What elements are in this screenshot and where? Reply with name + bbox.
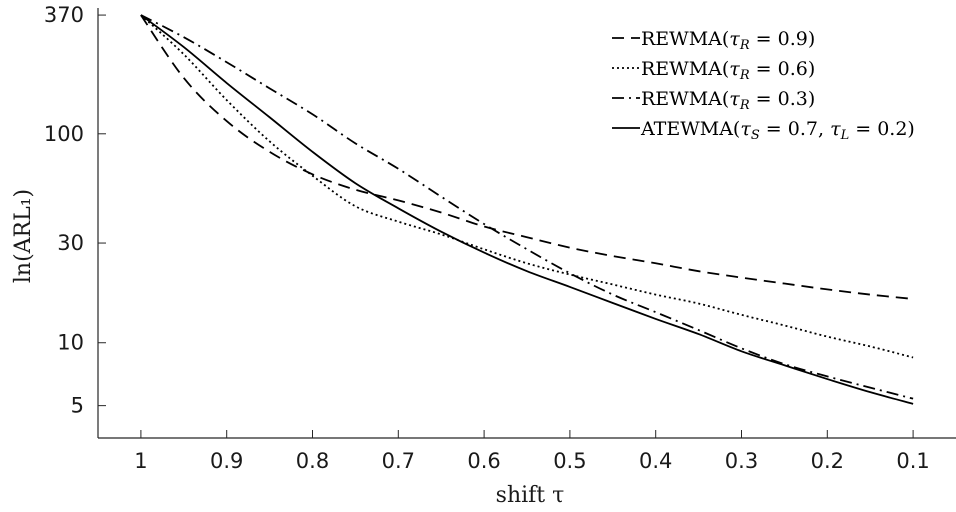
ticks-layer: 1 0.9 0.8 0.7 0.6 0.5 0.4 0.3 0.2 0.1 5 10 30 100 370 [44, 3, 930, 473]
x-tick-label: 0.3 [725, 449, 758, 473]
axes-layer [97, 8, 956, 439]
legend-label-3: ATEWMA(τS = 0.7, τL = 0.2) [640, 118, 915, 143]
series-line-3 [140, 14, 914, 405]
series-line-0 [140, 14, 914, 300]
y-tick-label: 100 [44, 122, 84, 146]
legend: REWMA(τR = 0.9) REWMA(τR = 0.6) REWMA(τR =… [604, 20, 948, 148]
x-tick-label: 0.8 [296, 449, 329, 473]
y-tick-label: 370 [44, 3, 84, 27]
x-tick-label: 0.9 [210, 449, 243, 473]
legend-label-1: REWMA(τR = 0.6) [641, 58, 815, 83]
x-tick-label: 0.6 [467, 449, 500, 473]
y-tick-label: 30 [57, 231, 84, 255]
x-tick-label: 0.2 [811, 449, 844, 473]
x-tick-label: 0.4 [639, 449, 672, 473]
x-tick-label: 0.1 [896, 449, 929, 473]
x-tick-label: 1 [134, 449, 147, 473]
legend-label-0: REWMA(τR = 0.9) [641, 28, 815, 53]
legend-label-2: REWMA(τR = 0.3) [641, 88, 815, 113]
series-line-1 [140, 14, 914, 359]
y-tick-label: 10 [57, 331, 84, 355]
x-tick-label: 0.7 [382, 449, 415, 473]
y-axis-title: ln(ARL₁) [11, 189, 36, 283]
x-axis-title: shift τ [496, 483, 565, 508]
y-tick-label: 5 [71, 394, 84, 418]
legend-box [604, 20, 948, 148]
series-layer [140, 14, 914, 405]
series-line-2 [140, 14, 914, 400]
x-tick-label: 0.5 [553, 449, 586, 473]
